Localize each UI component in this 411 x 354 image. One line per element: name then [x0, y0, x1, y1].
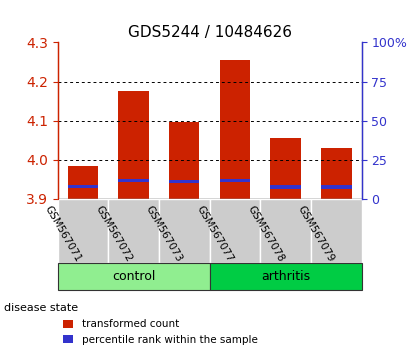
Bar [68, 166, 98, 199]
Text: GSM567072: GSM567072 [93, 204, 134, 264]
Text: control: control [112, 270, 155, 283]
Bar [118, 91, 149, 199]
Bar [169, 180, 199, 183]
Text: GSM567077: GSM567077 [195, 204, 235, 264]
Bar [58, 263, 210, 290]
Bar [159, 199, 210, 263]
Bar [260, 199, 311, 263]
Bar [108, 199, 159, 263]
Bar [321, 148, 351, 199]
Text: disease state: disease state [4, 303, 78, 313]
Bar [321, 185, 351, 189]
Bar [270, 138, 301, 199]
Bar [220, 179, 250, 182]
Bar [270, 185, 301, 189]
Text: GSM567079: GSM567079 [296, 204, 336, 264]
Bar [169, 122, 199, 199]
Bar [68, 185, 98, 188]
Text: GSM567078: GSM567078 [245, 204, 286, 264]
Bar [210, 263, 362, 290]
Bar [210, 199, 260, 263]
Legend: transformed count, percentile rank within the sample: transformed count, percentile rank withi… [59, 315, 261, 349]
Text: arthritis: arthritis [261, 270, 310, 283]
Text: GSM567073: GSM567073 [144, 204, 184, 264]
Bar [311, 199, 362, 263]
Bar [118, 179, 149, 182]
Title: GDS5244 / 10484626: GDS5244 / 10484626 [127, 25, 292, 40]
Bar [58, 199, 108, 263]
Text: GSM567071: GSM567071 [43, 204, 83, 264]
Bar [220, 60, 250, 199]
